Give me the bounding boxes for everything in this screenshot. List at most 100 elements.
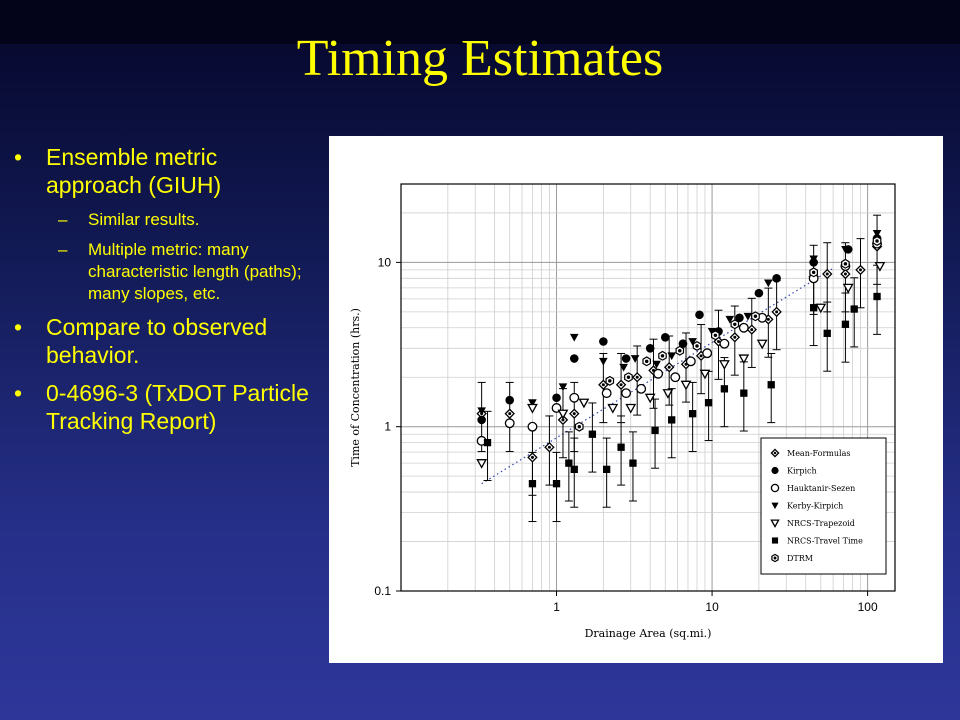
marker-shape (688, 410, 697, 418)
data-point-square-filled (617, 443, 625, 451)
bullet-list: • Ensemble metric approach (GIUH) – Similar… (14, 143, 314, 445)
scatter-chart: 1 10 100 0.1 1 10 Drainage Area (sq.mi.) Time… (349, 183, 896, 640)
marker-shape (667, 352, 676, 361)
data-point-circle-open (569, 392, 580, 403)
marker-shape (483, 438, 492, 447)
legend-marker (771, 553, 779, 563)
legend-label: DTRM (787, 554, 813, 563)
data-point-hexagon-dot (872, 236, 882, 246)
trendline-path (481, 267, 834, 485)
marker-dot (561, 418, 565, 422)
marker-shape (651, 426, 659, 435)
data-point-square-filled (668, 416, 676, 424)
data-point-triangle-down-filled (528, 399, 537, 407)
data-point-circle-filled (477, 415, 486, 425)
data-point-triangle-down-open (680, 380, 692, 391)
data-point-square-filled (720, 385, 729, 393)
marker-dot (644, 359, 649, 364)
marker-shape (842, 283, 854, 294)
data-point-square-filled (810, 304, 818, 312)
data-point-square-filled (588, 430, 597, 438)
data-point-circle-filled (645, 344, 655, 353)
marker-dot (577, 424, 581, 429)
data-point-diamond-dot (544, 442, 555, 453)
marker-shape (662, 389, 674, 399)
marker-shape (476, 459, 488, 469)
marker-shape (629, 459, 637, 467)
plot-frame (400, 183, 896, 592)
marker-shape (505, 395, 515, 405)
data-point-circle-filled (552, 393, 561, 403)
marker-shape (720, 385, 729, 393)
legend-box (760, 437, 887, 575)
marker-shape (504, 418, 515, 429)
marker-dot (773, 451, 777, 455)
marker-shape (764, 279, 773, 288)
axis-ticks: 1 10 100 0.1 1 10 (374, 255, 878, 614)
marker-shape (645, 344, 655, 353)
marker-shape (599, 337, 608, 346)
data-point-square-filled (552, 480, 561, 488)
marker-shape (743, 312, 753, 321)
marker-shape (770, 483, 780, 493)
data-point-hexagon-dot (624, 372, 633, 383)
marker-shape (668, 416, 676, 424)
data-point-triangle-down-open (815, 303, 827, 314)
data-point-diamond-dot (746, 324, 757, 335)
slide-title: Timing Estimates (296, 30, 664, 87)
marker-shape (569, 333, 579, 342)
x-tick-label: 100 (858, 600, 878, 614)
marker-shape (810, 304, 818, 312)
data-point-square-filled (850, 305, 858, 313)
bullet-item: • Ensemble metric approach (GIUH) (14, 143, 314, 199)
marker-shape (688, 338, 697, 346)
data-point-circle-filled (621, 354, 631, 363)
data-point-hexagon-dot (658, 350, 667, 361)
data-point-triangle-down-filled (872, 230, 882, 238)
marker-dot (733, 335, 737, 339)
legend-marker (771, 537, 779, 544)
marker-shape (528, 399, 537, 407)
data-point-circle-filled (505, 395, 515, 405)
marker-dot (530, 455, 534, 459)
data-point-hexagon-dot (730, 319, 740, 330)
data-point-square-filled (483, 438, 492, 447)
marker-dot (699, 354, 703, 358)
data-point-circle-open (636, 383, 647, 394)
y-tick-label: 0.1 (374, 584, 391, 598)
data-point-hexagon-dot (751, 311, 760, 322)
data-point-triangle-down-open (738, 354, 750, 365)
marker-shape (771, 466, 779, 475)
marker-shape (809, 255, 818, 264)
marker-dot (619, 383, 623, 387)
marker-shape (756, 339, 768, 350)
marker-shape (815, 303, 827, 314)
marker-shape (680, 380, 692, 391)
marker-shape (625, 403, 637, 414)
marker-dot (875, 239, 879, 243)
marker-shape (552, 480, 561, 488)
marker-shape (552, 393, 561, 403)
marker-shape (771, 502, 779, 510)
marker-shape (718, 360, 730, 370)
marker-shape (771, 537, 779, 544)
y-axis-label: Time of Concentration (hrs.) (349, 308, 362, 467)
data-point-square-filled (629, 459, 637, 467)
bullet-item: • Compare to observed behavior. (14, 313, 314, 369)
marker-shape (588, 430, 597, 438)
data-point-diamond-dot (855, 264, 866, 276)
data-point-triangle-down-open (662, 389, 674, 399)
data-point-square-filled (688, 410, 697, 418)
data-point-hexagon-dot (605, 375, 615, 386)
marker-shape (754, 288, 764, 298)
marker-shape (699, 369, 711, 380)
data-point-circle-filled (660, 333, 670, 342)
marker-shape (617, 443, 625, 451)
data-point-hexagon-dot (711, 330, 720, 341)
data-point-triangle-down-filled (652, 360, 661, 369)
marker-dot (773, 556, 777, 560)
marker-dot (733, 322, 737, 327)
marker-dot (601, 383, 605, 387)
marker-shape (841, 320, 850, 328)
data-point-circle-open (702, 348, 713, 359)
